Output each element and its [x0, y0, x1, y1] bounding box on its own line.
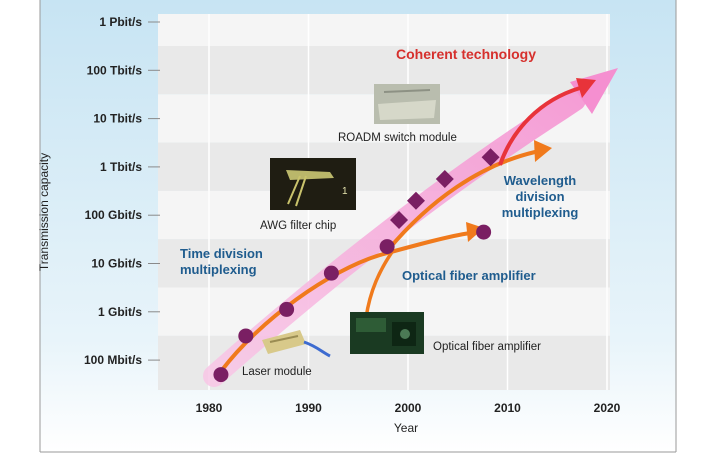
x-tick-label: 2000 [395, 401, 422, 415]
y-axis-label: Transmission capacity [37, 153, 51, 271]
y-tick-label: 100 Tbit/s [87, 63, 143, 77]
data-marker-diamond [390, 211, 409, 230]
x-axis-ticks: 1980 1990 2000 2010 2020 [196, 401, 621, 415]
optical-amplifier-label-blue: Optical fiber amplifier [402, 268, 536, 283]
awg-label: AWG filter chip [260, 220, 336, 232]
y-tick-label: 1 Pbit/s [99, 15, 142, 29]
y-tick-label: 100 Gbit/s [85, 208, 143, 222]
x-tick-label: 2020 [594, 401, 621, 415]
optical-amplifier-label-black: Optical fiber amplifier [433, 341, 541, 353]
svg-text:multiplexing: multiplexing [502, 205, 579, 220]
coherent-arrow [498, 86, 581, 166]
x-tick-label: 2010 [494, 401, 521, 415]
coherent-arrowhead [576, 78, 596, 98]
x-axis-label: Year [394, 421, 418, 435]
trend-band [203, 89, 586, 387]
data-marker-diamond [481, 148, 500, 167]
wdm-arrowhead [534, 140, 552, 162]
wdm-arrow [386, 150, 536, 252]
y-axis-ticks: 1 Pbit/s 100 Tbit/s 10 Tbit/s 1 Tbit/s 100 G… [84, 15, 160, 367]
y-tick-label: 10 Tbit/s [93, 112, 142, 126]
awg-chip-image: 1 [270, 158, 356, 210]
data-marker-circle [213, 367, 229, 383]
tdm-arrow [220, 231, 471, 372]
roadm-switch-image [374, 84, 440, 124]
x-tick-label: 1990 [295, 401, 322, 415]
data-marker-circle [379, 239, 395, 255]
plot-band [158, 14, 610, 46]
amplifier-board-image [350, 312, 424, 354]
data-marker-circle [476, 224, 492, 240]
data-marker-circle [279, 301, 295, 317]
y-tick-label: 10 Gbit/s [91, 257, 142, 271]
tdm-label: Time division multiplexing [180, 246, 263, 277]
amplifier-arrow [364, 251, 394, 319]
awg-chip-mark: 1 [342, 186, 348, 197]
y-tick-label: 100 Mbit/s [84, 353, 142, 367]
svg-text:Time division: Time division [180, 246, 263, 261]
data-marker-circle [238, 328, 254, 344]
data-marker-diamond [406, 191, 425, 210]
svg-text:multiplexing: multiplexing [180, 262, 257, 277]
laser-module-image [262, 330, 331, 358]
coherent-label: Coherent technology [396, 46, 536, 62]
wdm-label: Wavelength division multiplexing [502, 173, 579, 220]
roadm-label: ROADM switch module [338, 132, 457, 144]
svg-text:Wavelength: Wavelength [504, 173, 577, 188]
laser-label: Laser module [242, 366, 312, 378]
y-tick-label: 1 Tbit/s [100, 160, 142, 174]
data-marker-diamond [435, 169, 454, 188]
y-tick-label: 1 Gbit/s [98, 305, 142, 319]
data-markers [213, 148, 500, 383]
svg-text:division: division [515, 189, 564, 204]
x-tick-label: 1980 [196, 401, 223, 415]
data-marker-circle [323, 265, 339, 281]
